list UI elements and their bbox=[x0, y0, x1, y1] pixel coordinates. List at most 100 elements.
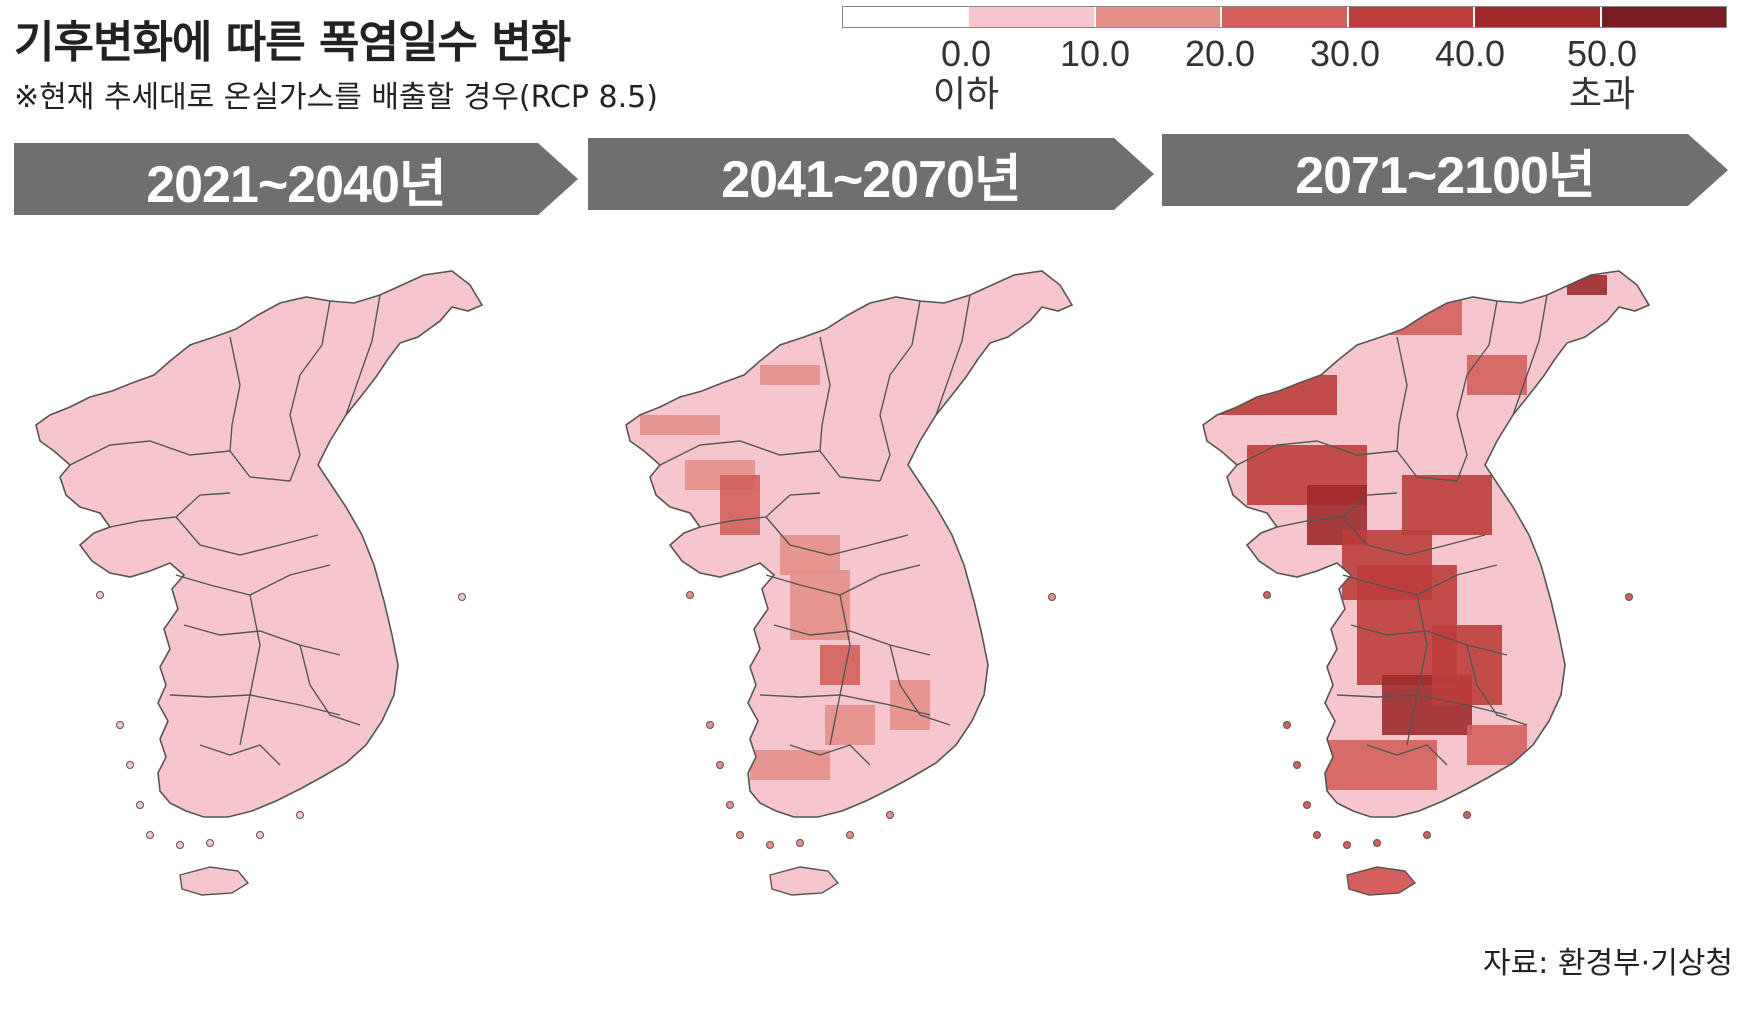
province-border bbox=[759, 694, 931, 716]
province-border bbox=[1512, 294, 1548, 416]
small-island bbox=[726, 801, 734, 809]
heat-cell bbox=[640, 415, 720, 435]
korea-map-2021-2040 bbox=[35, 270, 484, 896]
heat-cell bbox=[1567, 275, 1607, 295]
small-island bbox=[116, 721, 124, 729]
province-border bbox=[889, 644, 951, 726]
province-border bbox=[199, 744, 281, 766]
coastline bbox=[1202, 270, 1651, 818]
small-island bbox=[206, 839, 214, 847]
province-border bbox=[183, 624, 341, 656]
coastline bbox=[625, 270, 1074, 818]
small-island bbox=[1313, 831, 1321, 839]
small-island bbox=[1343, 841, 1351, 849]
small-island bbox=[1423, 831, 1431, 839]
legend-swatch-1 bbox=[969, 7, 1096, 27]
heat-cell bbox=[750, 750, 830, 780]
province-border bbox=[1336, 694, 1508, 716]
small-island bbox=[706, 721, 714, 729]
source-credit: 자료: 환경부·기상청 bbox=[1483, 946, 1733, 981]
province-border bbox=[1350, 624, 1508, 656]
province-border bbox=[229, 336, 291, 482]
province-border bbox=[789, 744, 871, 766]
province-border bbox=[879, 300, 921, 482]
heat-cell bbox=[1467, 355, 1527, 395]
legend-tick: 20.0 bbox=[1184, 33, 1256, 74]
heat-cell bbox=[760, 365, 820, 385]
heat-cell bbox=[820, 645, 860, 685]
province-border bbox=[169, 694, 341, 716]
small-island bbox=[846, 831, 854, 839]
small-island bbox=[886, 811, 894, 819]
heat-cell bbox=[720, 475, 760, 535]
legend-tick: 50.0 초과 bbox=[1566, 33, 1638, 114]
province-border bbox=[1456, 300, 1498, 482]
small-island bbox=[766, 841, 774, 849]
korea-map-2041-2070 bbox=[625, 270, 1074, 896]
province-border bbox=[1366, 744, 1448, 766]
small-island bbox=[796, 839, 804, 847]
map-landmass bbox=[626, 271, 1072, 817]
legend-swatch-5 bbox=[1475, 7, 1602, 27]
small-island bbox=[136, 801, 144, 809]
small-island bbox=[1303, 801, 1311, 809]
small-island bbox=[256, 831, 264, 839]
small-island bbox=[686, 591, 694, 599]
coastline bbox=[35, 270, 484, 818]
province-border bbox=[1466, 644, 1528, 726]
small-island bbox=[296, 811, 304, 819]
heat-cell bbox=[890, 680, 930, 730]
province-border bbox=[659, 440, 821, 466]
province-border bbox=[1406, 594, 1428, 746]
small-island bbox=[716, 761, 724, 769]
small-island bbox=[1625, 593, 1633, 601]
province-border bbox=[1342, 516, 1486, 556]
period-banner-1: 2021~2040년 bbox=[14, 143, 578, 215]
province-border bbox=[299, 644, 361, 726]
province-border bbox=[773, 624, 931, 656]
legend-swatch-3 bbox=[1222, 7, 1349, 27]
small-island bbox=[458, 593, 466, 601]
small-island bbox=[96, 591, 104, 599]
map-landmass bbox=[36, 271, 482, 817]
heat-cell bbox=[790, 570, 850, 640]
heat-cell bbox=[1372, 295, 1462, 335]
heat-cell bbox=[825, 705, 875, 745]
heat-cell bbox=[1402, 475, 1492, 535]
province-border bbox=[69, 440, 231, 466]
province-border bbox=[819, 336, 881, 482]
province-border bbox=[1236, 440, 1398, 466]
heat-cell bbox=[1217, 375, 1337, 415]
province-border bbox=[175, 516, 319, 556]
subtitle: ※현재 추세대로 온실가스를 배출할 경우(RCP 8.5) bbox=[14, 80, 658, 115]
jeju-island bbox=[179, 866, 250, 896]
province-border bbox=[289, 300, 331, 482]
legend-tick: 40.0 bbox=[1434, 33, 1506, 74]
legend-tick: 0.0 이하 bbox=[932, 33, 1000, 114]
province-border bbox=[829, 594, 851, 746]
small-island bbox=[1373, 839, 1381, 847]
small-island bbox=[1048, 593, 1056, 601]
legend-color-bar bbox=[842, 6, 1727, 28]
legend-tick: 10.0 bbox=[1059, 33, 1131, 74]
small-island bbox=[736, 831, 744, 839]
korea-map-2071-2100 bbox=[1202, 270, 1651, 896]
jeju-island bbox=[1346, 866, 1417, 896]
legend-tick: 30.0 bbox=[1309, 33, 1381, 74]
small-island bbox=[1263, 591, 1271, 599]
period-banner-3: 2071~2100년 bbox=[1162, 134, 1728, 206]
province-border bbox=[239, 594, 261, 746]
legend-swatch-6 bbox=[1601, 7, 1726, 27]
small-island bbox=[1293, 761, 1301, 769]
heat-cell bbox=[1297, 740, 1437, 790]
small-island bbox=[126, 761, 134, 769]
page-title: 기후변화에 따른 폭염일수 변화 bbox=[14, 17, 571, 68]
small-island bbox=[1283, 721, 1291, 729]
province-border bbox=[935, 294, 971, 416]
legend-swatch-4 bbox=[1348, 7, 1476, 27]
small-island bbox=[146, 831, 154, 839]
province-border bbox=[1396, 336, 1458, 482]
heat-cell bbox=[1432, 625, 1502, 705]
legend-labels: 0.0 이하 10.0 20.0 30.0 40.0 50.0 초과 bbox=[0, 0, 1747, 130]
small-island bbox=[176, 841, 184, 849]
